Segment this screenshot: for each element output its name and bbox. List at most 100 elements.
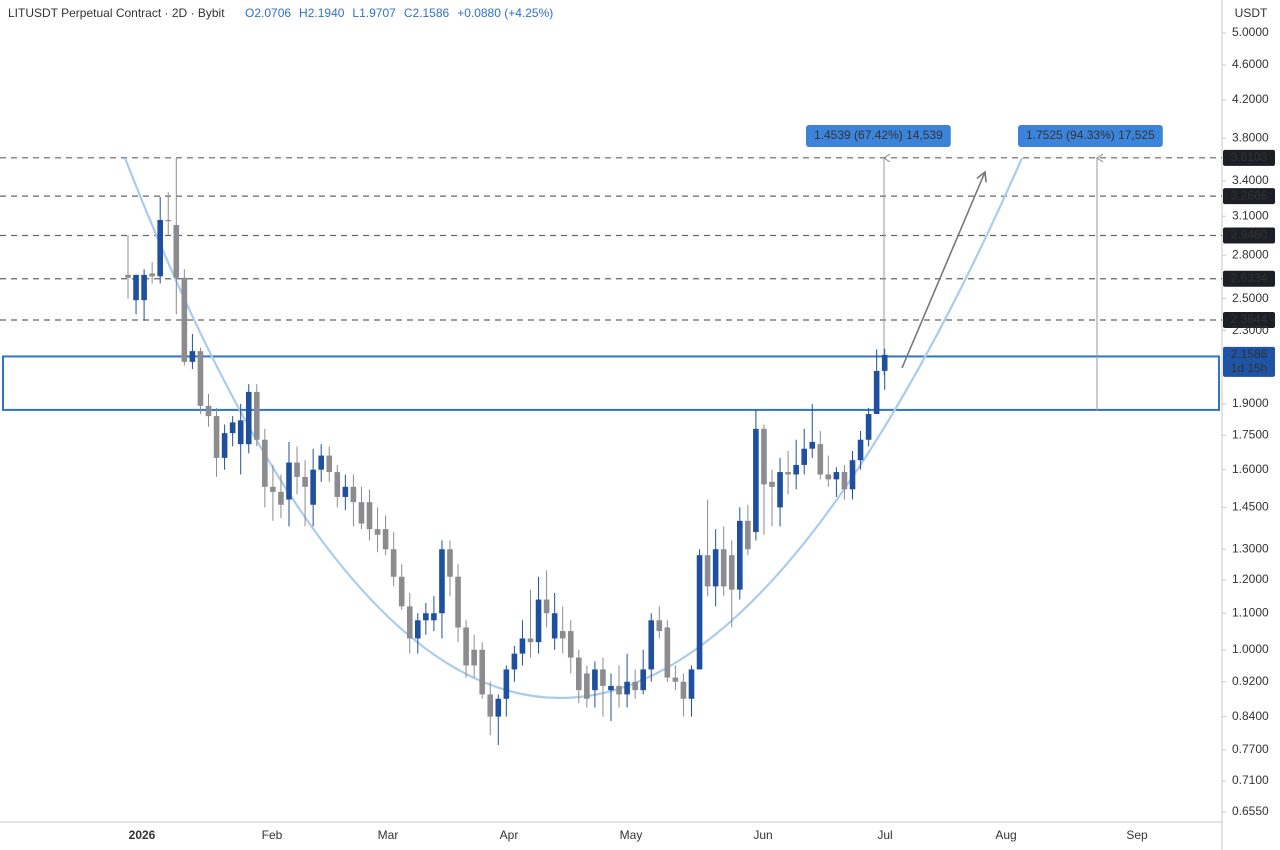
x-tick-label: 2026 xyxy=(129,828,156,842)
candle-body xyxy=(648,620,655,670)
candle-body xyxy=(745,520,751,550)
level-label-box xyxy=(1223,227,1275,244)
measure-label: 1.7525 (94.33%) 17,525 xyxy=(1026,128,1155,142)
y-tick-label: 0.7700 xyxy=(1232,742,1269,756)
levels xyxy=(0,157,1222,411)
candle-body xyxy=(801,448,807,465)
candle-body xyxy=(447,549,453,577)
candle-body xyxy=(656,620,663,632)
level-label-box xyxy=(1223,149,1275,166)
candle-body xyxy=(753,428,759,532)
candle-body xyxy=(825,474,832,480)
zone-box xyxy=(2,355,1220,411)
candle-body xyxy=(463,627,469,666)
y-tick-label: 1.0000 xyxy=(1232,642,1269,656)
level-label: 3.6103 xyxy=(1231,150,1268,164)
candle-body xyxy=(833,472,840,480)
y-tick-label: 2.8000 xyxy=(1232,247,1269,261)
x-tick-label: Aug xyxy=(995,828,1016,842)
candle-body xyxy=(688,669,695,699)
candle-body xyxy=(245,391,252,445)
x-tick-label: May xyxy=(620,828,643,842)
candle-body xyxy=(576,657,582,691)
last-price-box xyxy=(1223,346,1275,377)
candle-body xyxy=(712,549,719,587)
y-axis-label: USDT xyxy=(1235,6,1268,20)
candle-body xyxy=(141,274,147,301)
y-tick-label: 5.0000 xyxy=(1232,25,1269,39)
level-label: 2.3644 xyxy=(1231,312,1268,326)
candle-body xyxy=(632,681,638,691)
candle-body xyxy=(439,549,445,614)
candle-body xyxy=(406,606,413,639)
candle-body xyxy=(664,627,671,678)
candle-body xyxy=(559,631,566,639)
candle-body xyxy=(302,476,308,487)
candle-body xyxy=(535,599,542,643)
candle-body xyxy=(423,613,429,621)
measure-box xyxy=(1018,125,1163,147)
candles xyxy=(125,157,888,745)
y-tick-label: 1.7500 xyxy=(1232,427,1269,441)
candle-body xyxy=(181,277,188,362)
y-tick-label: 1.4500 xyxy=(1232,500,1269,514)
candle-body xyxy=(680,681,687,699)
candle-body xyxy=(865,414,872,440)
candle-body xyxy=(527,638,534,643)
trend-arrow xyxy=(901,170,987,369)
candle-body xyxy=(471,649,477,666)
y-tick-label: 2.5000 xyxy=(1232,291,1269,305)
x-tick-label: Feb xyxy=(262,828,283,842)
candle-body xyxy=(398,576,405,607)
candle-body xyxy=(197,351,204,406)
candle-body xyxy=(817,444,824,475)
candle-body xyxy=(793,464,799,475)
candle-body xyxy=(761,428,767,485)
y-tick-label: 0.6550 xyxy=(1232,804,1269,818)
candle-body xyxy=(785,472,791,475)
ohlc-value: +0.0880 (+4.25%) xyxy=(457,6,553,20)
candle-body xyxy=(511,653,518,670)
candle-body xyxy=(318,455,324,470)
candle-body xyxy=(262,439,268,487)
candle-body xyxy=(229,422,236,434)
y-tick-label: 3.4000 xyxy=(1232,173,1269,187)
measure-label: 1.4539 (67.42%) 14,539 xyxy=(814,128,943,142)
countdown: 1d 15h xyxy=(1231,361,1268,375)
y-tick-label: 4.2000 xyxy=(1232,92,1269,106)
candle-body xyxy=(350,486,357,503)
candle-body xyxy=(310,469,316,505)
candle-body xyxy=(487,694,494,717)
candle-body xyxy=(286,462,292,500)
candle-body xyxy=(881,354,888,371)
ohlc-value: L1.9707 xyxy=(352,6,396,20)
candle-body xyxy=(326,455,333,473)
candle-body xyxy=(270,486,276,492)
candle-body xyxy=(543,599,550,614)
measure-box xyxy=(806,125,951,147)
candle-body xyxy=(479,649,485,695)
last-price-label: 2.1586 xyxy=(1231,347,1268,361)
candle-body xyxy=(551,613,558,639)
candle-body xyxy=(584,673,590,699)
candle-body xyxy=(157,219,163,277)
candle-body xyxy=(720,549,727,587)
candle-body xyxy=(567,631,574,658)
candle-body xyxy=(334,472,341,497)
candle-body xyxy=(600,669,606,686)
y-tick-label: 1.9000 xyxy=(1232,396,1269,410)
ohlc-value: C2.1586 xyxy=(404,6,450,20)
cup-curve xyxy=(123,157,1024,700)
candle-body xyxy=(769,481,775,487)
candle-body xyxy=(415,620,421,639)
y-tick-label: 0.8400 xyxy=(1232,709,1269,723)
candle-body xyxy=(294,462,300,477)
x-tick-label: Apr xyxy=(500,828,519,842)
candle-body xyxy=(503,669,510,699)
y-tick-label: 4.6000 xyxy=(1232,57,1269,71)
candle-body xyxy=(455,576,461,628)
x-tick-label: Mar xyxy=(378,828,399,842)
x-tick-label: Jun xyxy=(753,828,772,842)
candle-body xyxy=(696,555,703,670)
